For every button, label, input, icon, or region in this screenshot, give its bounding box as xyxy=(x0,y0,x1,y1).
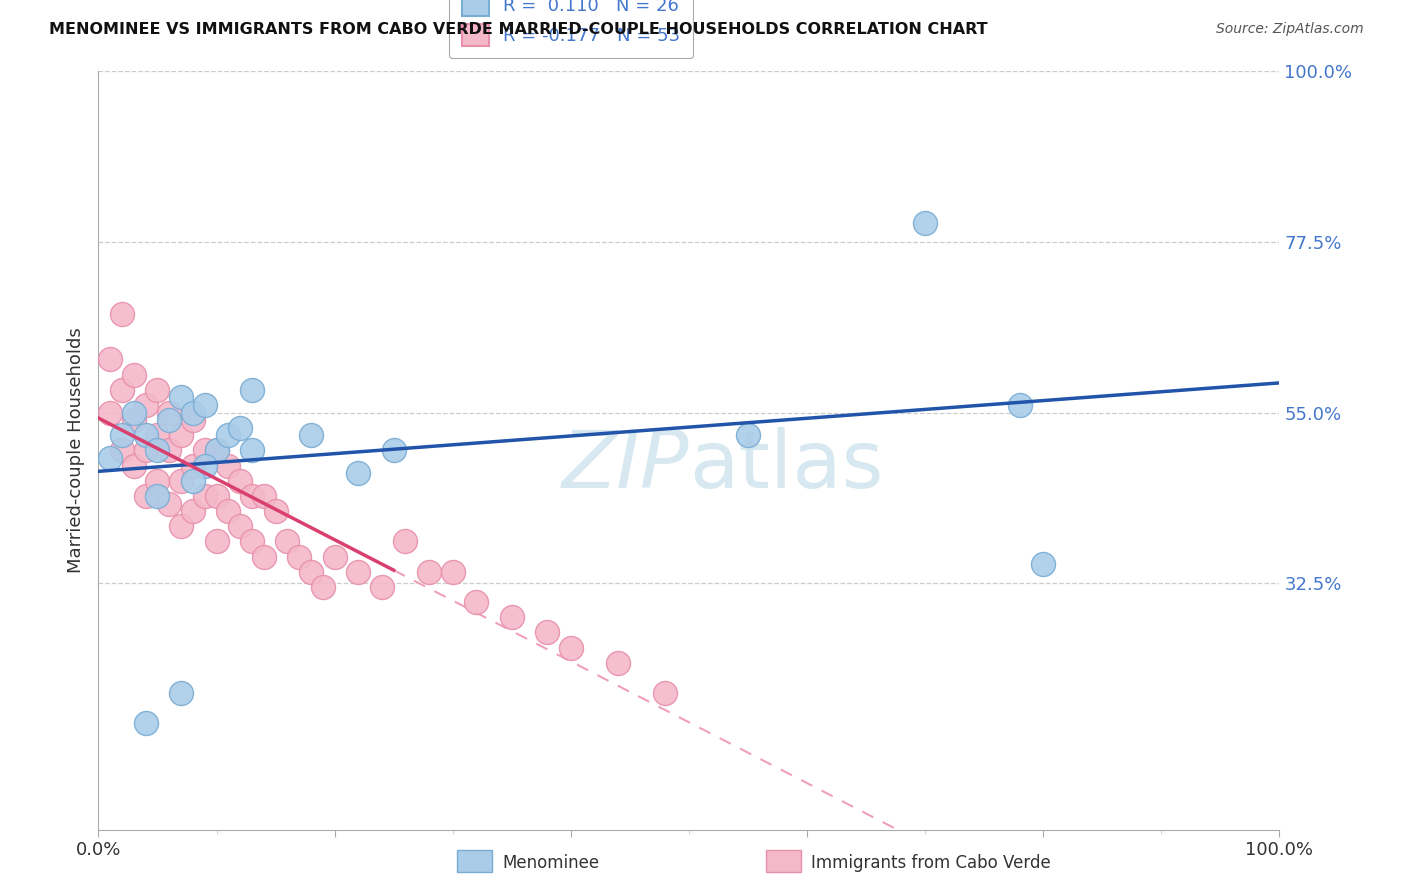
Point xyxy=(111,428,134,442)
Point xyxy=(146,428,169,442)
Point xyxy=(170,519,193,533)
Point xyxy=(607,656,630,670)
Point xyxy=(914,216,936,230)
Text: MENOMINEE VS IMMIGRANTS FROM CABO VERDE MARRIED-COUPLE HOUSEHOLDS CORRELATION CH: MENOMINEE VS IMMIGRANTS FROM CABO VERDE … xyxy=(49,22,988,37)
Point xyxy=(276,534,298,549)
Point xyxy=(240,443,263,458)
Point xyxy=(170,686,193,700)
Point xyxy=(240,534,263,549)
Point xyxy=(253,489,276,503)
Point xyxy=(170,474,193,488)
Point xyxy=(111,383,134,397)
Point xyxy=(98,405,121,420)
Point xyxy=(382,443,405,458)
Point xyxy=(181,458,204,473)
Point xyxy=(240,489,263,503)
Point xyxy=(1008,398,1031,412)
Point xyxy=(394,534,416,549)
Point xyxy=(135,428,157,442)
Text: Menominee: Menominee xyxy=(502,854,599,871)
Point xyxy=(205,534,228,549)
Point xyxy=(253,549,276,564)
Point xyxy=(1032,557,1054,572)
Point xyxy=(111,443,134,458)
Point xyxy=(312,580,335,594)
Point xyxy=(264,504,287,518)
Point xyxy=(146,443,169,458)
Point xyxy=(98,352,121,367)
Point xyxy=(122,368,145,382)
Point xyxy=(157,405,180,420)
Point xyxy=(536,625,558,640)
Point xyxy=(157,413,180,427)
Point xyxy=(135,398,157,412)
Point xyxy=(240,383,263,397)
Point xyxy=(157,496,180,510)
Point xyxy=(170,391,193,405)
Point xyxy=(146,383,169,397)
Point xyxy=(205,443,228,458)
Point xyxy=(181,405,204,420)
Point xyxy=(181,474,204,488)
Point xyxy=(194,398,217,412)
Point xyxy=(560,640,582,655)
Point xyxy=(111,307,134,321)
Point xyxy=(98,451,121,466)
Point xyxy=(299,565,322,579)
Point xyxy=(181,413,204,427)
Legend: R =  0.110   N = 26, R = -0.177   N = 53: R = 0.110 N = 26, R = -0.177 N = 53 xyxy=(449,0,693,58)
Text: Source: ZipAtlas.com: Source: ZipAtlas.com xyxy=(1216,22,1364,37)
Point xyxy=(323,549,346,564)
Point xyxy=(229,474,252,488)
Point xyxy=(205,489,228,503)
Point xyxy=(146,489,169,503)
Point xyxy=(135,489,157,503)
Point xyxy=(217,428,239,442)
Point xyxy=(170,428,193,442)
Point xyxy=(135,716,157,731)
Point xyxy=(146,474,169,488)
Text: atlas: atlas xyxy=(689,426,883,505)
Point xyxy=(288,549,311,564)
Point xyxy=(441,565,464,579)
Point xyxy=(217,504,239,518)
Point xyxy=(194,458,217,473)
Point xyxy=(229,421,252,435)
Point xyxy=(181,504,204,518)
Point xyxy=(122,458,145,473)
Text: Immigrants from Cabo Verde: Immigrants from Cabo Verde xyxy=(811,854,1052,871)
Point xyxy=(737,428,759,442)
Point xyxy=(418,565,440,579)
Y-axis label: Married-couple Households: Married-couple Households xyxy=(66,327,84,574)
Point xyxy=(465,595,488,609)
Point xyxy=(501,610,523,624)
Point xyxy=(347,467,370,481)
Point xyxy=(194,489,217,503)
Point xyxy=(217,458,239,473)
Point xyxy=(299,428,322,442)
Text: ZIP: ZIP xyxy=(561,426,689,505)
Point xyxy=(194,443,217,458)
Point xyxy=(229,519,252,533)
Point xyxy=(654,686,676,700)
Point xyxy=(122,405,145,420)
Point xyxy=(205,443,228,458)
Point xyxy=(157,443,180,458)
Point xyxy=(347,565,370,579)
Point xyxy=(135,443,157,458)
Point xyxy=(371,580,394,594)
Point xyxy=(122,413,145,427)
